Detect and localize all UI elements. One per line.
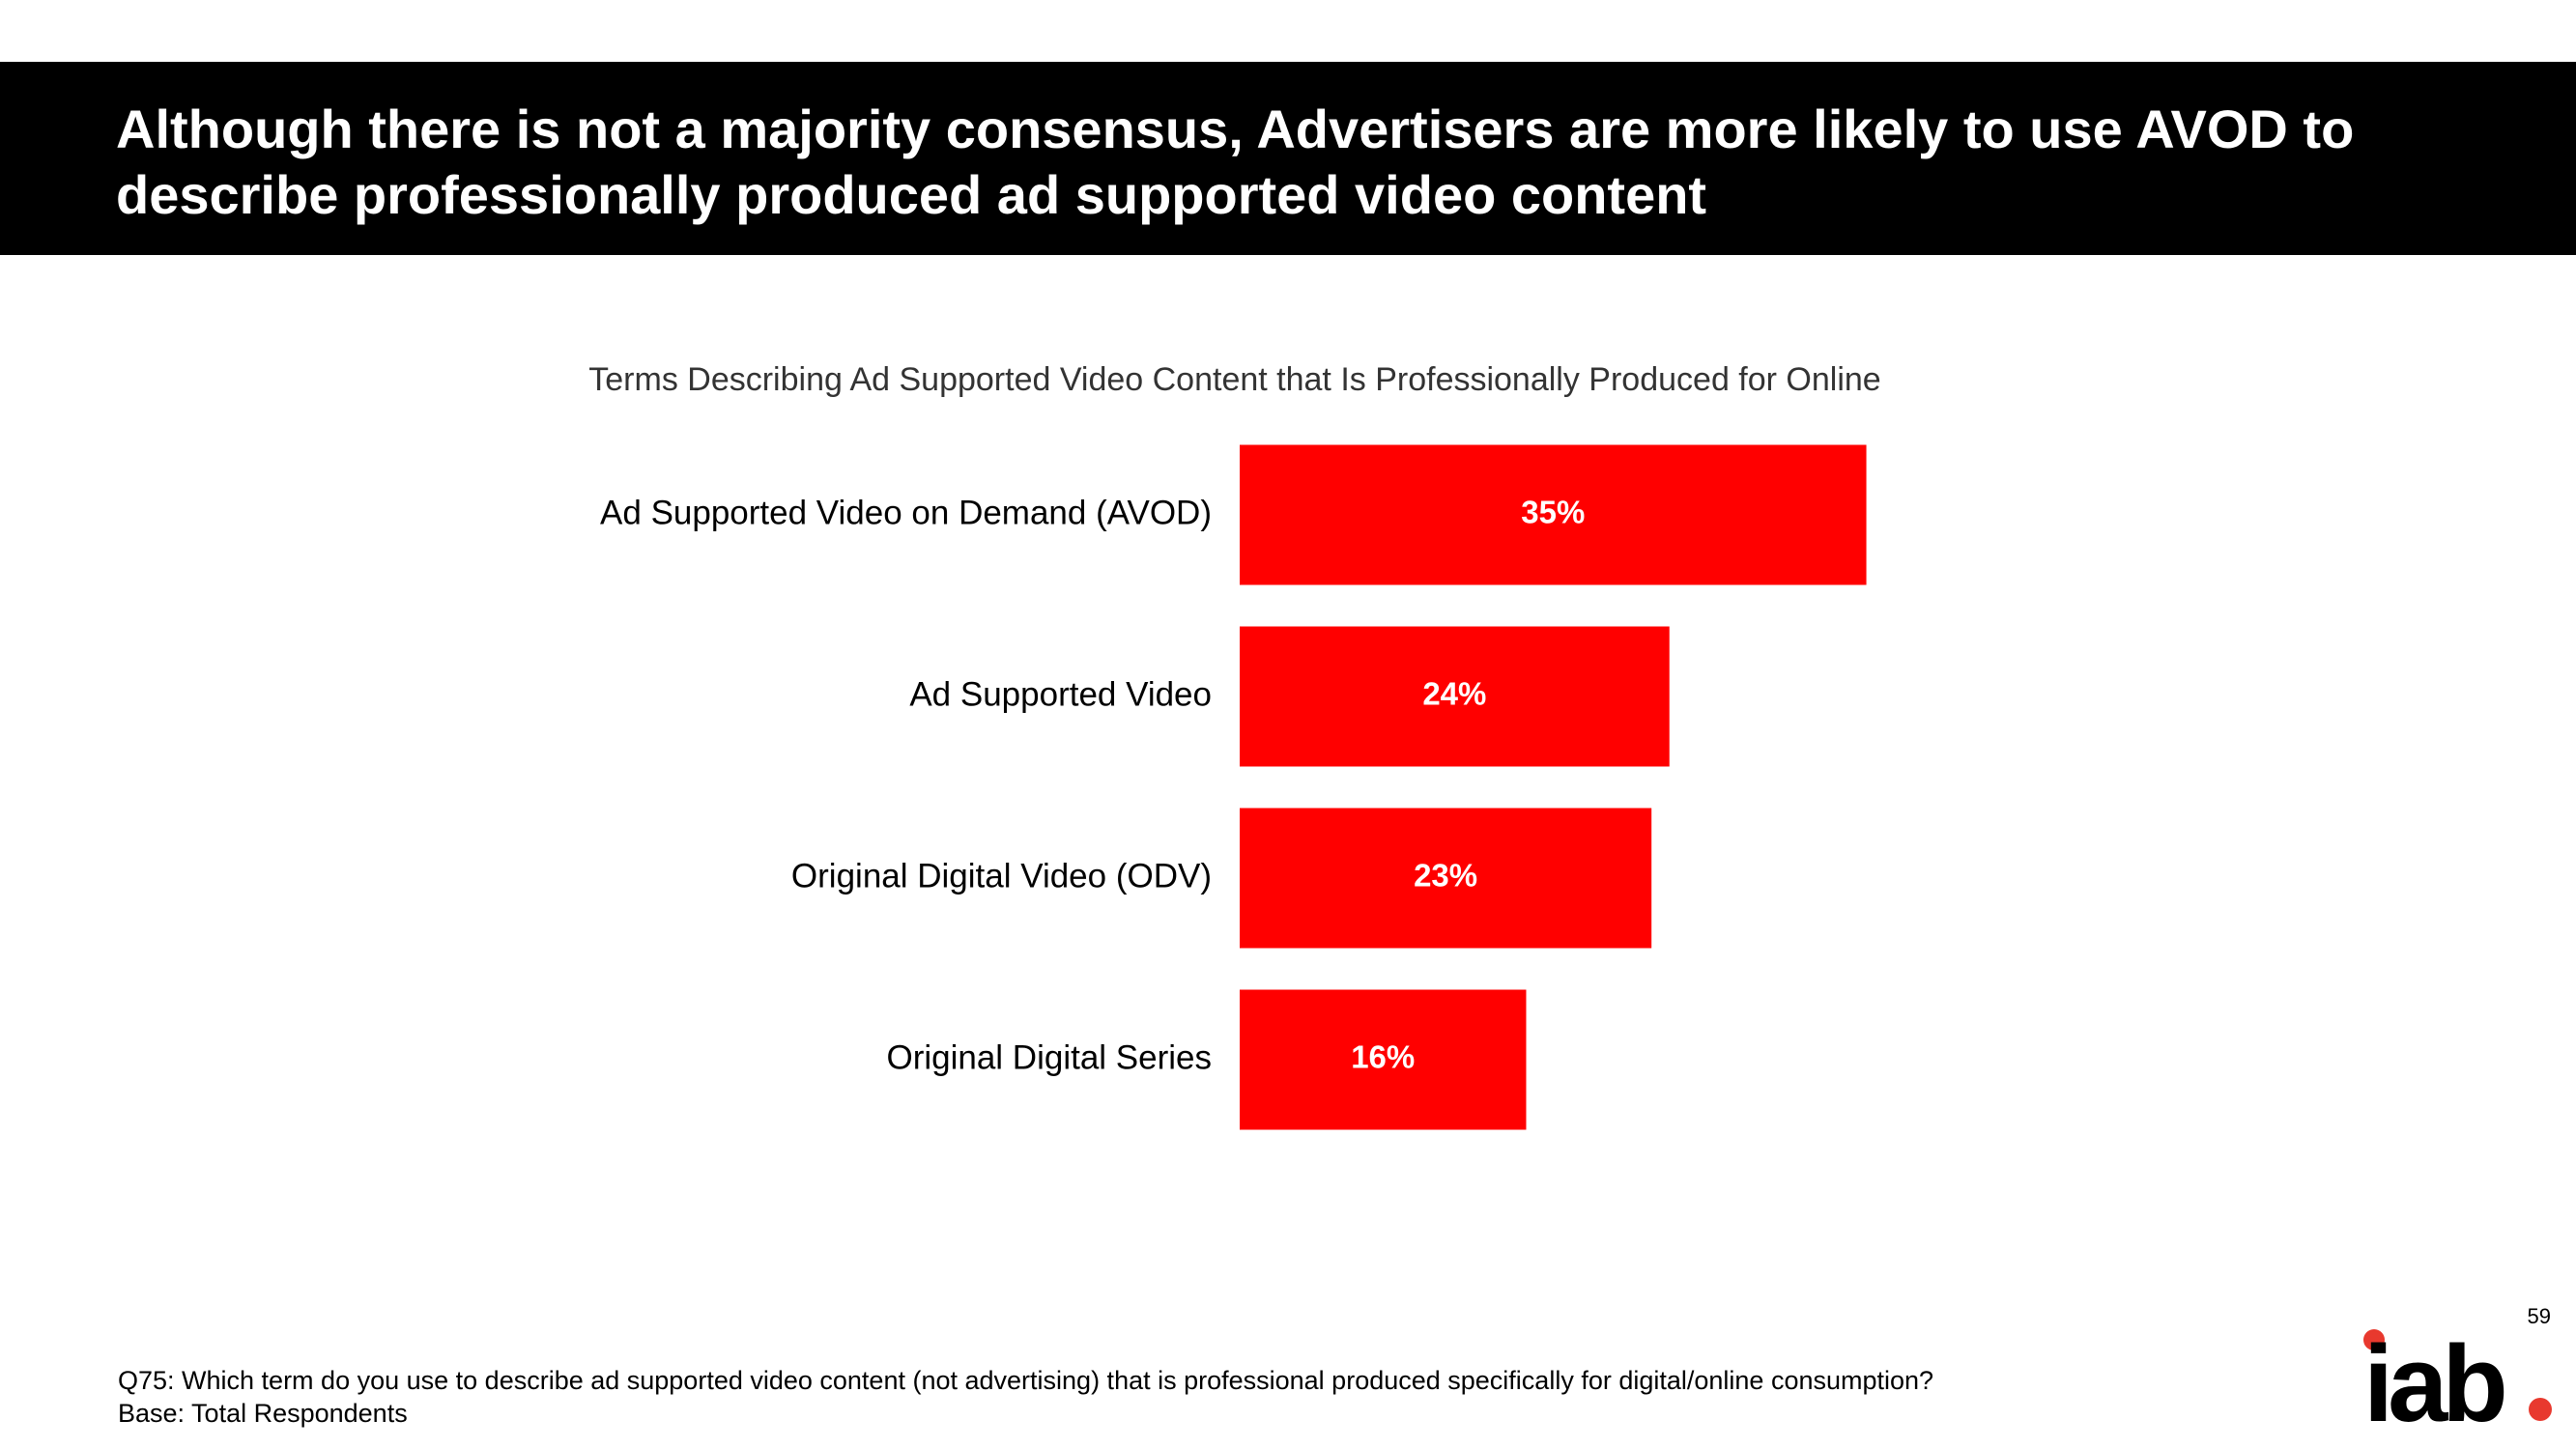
- logo-text: iab: [2363, 1325, 2504, 1432]
- category-label-ad-supported-video: Ad Supported Video: [909, 675, 1212, 713]
- header-band: [0, 62, 2576, 255]
- page-number: 59: [2527, 1304, 2551, 1328]
- category-label-original-digital-video-odv: Original Digital Video (ODV): [791, 857, 1212, 895]
- bar-ad-supported-video-on-demand-avod: [1240, 444, 1867, 585]
- logo-dot-top: [2363, 1329, 2385, 1350]
- chart-title: Terms Describing Ad Supported Video Cont…: [588, 361, 1881, 398]
- value-label-ad-supported-video: 24%: [1422, 676, 1486, 712]
- bar-chart: Ad Supported Video on Demand (AVOD) 35% Ad…: [600, 444, 1867, 1130]
- bar-original-digital-video-odv: [1240, 808, 1652, 949]
- bar-ad-supported-video: [1240, 626, 1670, 767]
- value-label-original-digital-series: 16%: [1351, 1039, 1415, 1075]
- value-label-original-digital-video-odv: 23%: [1414, 858, 1477, 894]
- slide-title: Although there is not a majority consens…: [116, 99, 2355, 225]
- bar-original-digital-series: [1240, 989, 1527, 1130]
- value-label-ad-supported-video-on-demand-avod: 35%: [1521, 495, 1585, 530]
- category-label-ad-supported-video-on-demand-avod: Ad Supported Video on Demand (AVOD): [600, 494, 1212, 531]
- iab-logo: iab: [2363, 1325, 2552, 1432]
- footnote-base: Base: Total Respondents: [118, 1399, 408, 1428]
- category-label-original-digital-series: Original Digital Series: [886, 1038, 1212, 1076]
- logo-dot-bottom: [2529, 1398, 2552, 1421]
- footnote-question: Q75: Which term do you use to describe a…: [118, 1366, 1934, 1395]
